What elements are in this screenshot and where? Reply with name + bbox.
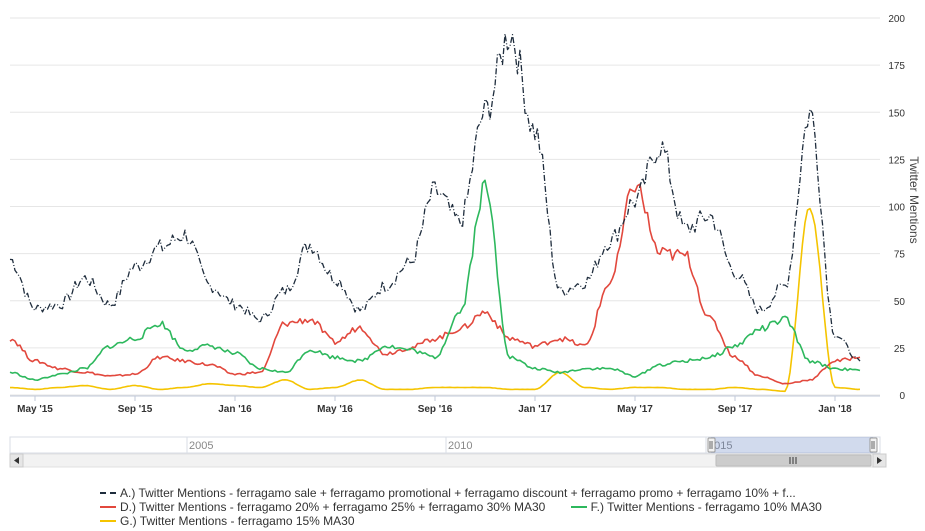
legend-swatch-a xyxy=(100,491,116,494)
y-tick-label: 50 xyxy=(894,297,906,308)
legend-label-f: F.) Twitter Mentions - ferragamo 10% MA3… xyxy=(590,500,822,514)
x-tick-label: Jan '16 xyxy=(218,404,252,415)
x-tick-label: Sep '15 xyxy=(118,404,153,415)
navigator-window[interactable] xyxy=(711,437,873,453)
series-line-a[interactable] xyxy=(9,33,861,362)
y-tick-label: 75 xyxy=(894,250,906,261)
y-tick-label: 175 xyxy=(888,61,905,72)
scrollbar[interactable] xyxy=(9,453,887,468)
y-axis: 0 25 50 75 100 125 150 175 200 xyxy=(888,14,905,402)
navigator-track xyxy=(9,436,881,454)
x-tick-label: Jan '18 xyxy=(818,404,852,415)
legend-item-g[interactable]: G.) Twitter Mentions - ferragamo 15% MA3… xyxy=(100,514,355,528)
legend-label-g: G.) Twitter Mentions - ferragamo 15% MA3… xyxy=(120,514,355,528)
y-tick-label: 200 xyxy=(888,14,905,25)
legend: A.) Twitter Mentions - ferragamo sale + … xyxy=(100,486,860,528)
series-line-f[interactable] xyxy=(9,179,861,382)
y-tick-label: 25 xyxy=(894,344,906,355)
navigator-label: 2010 xyxy=(448,440,472,452)
x-tick-label: May '17 xyxy=(617,404,653,415)
legend-label-d: D.) Twitter Mentions - ferragamo 20% + f… xyxy=(120,500,546,514)
legend-label-a: A.) Twitter Mentions - ferragamo sale + … xyxy=(120,486,796,500)
y-tick-label: 100 xyxy=(888,203,905,214)
y-tick-label: 0 xyxy=(899,391,905,402)
legend-swatch-d xyxy=(100,505,116,508)
x-tick-label: May '15 xyxy=(17,404,53,415)
y-axis-title: Twitter Mentions xyxy=(907,156,921,243)
y-tick-label: 125 xyxy=(888,155,905,166)
arrow-right-icon xyxy=(877,457,882,464)
legend-item-f[interactable]: F.) Twitter Mentions - ferragamo 10% MA3… xyxy=(570,500,822,514)
x-tick-label: Sep '16 xyxy=(418,404,453,415)
plot-area xyxy=(9,33,861,393)
legend-item-a[interactable]: A.) Twitter Mentions - ferragamo sale + … xyxy=(100,486,796,500)
x-tick-label: May '16 xyxy=(317,404,353,415)
x-tick-label: Jan '17 xyxy=(518,404,552,415)
y-tick-label: 150 xyxy=(888,108,905,119)
legend-swatch-g xyxy=(100,519,116,522)
x-axis: May '15 Sep '15 Jan '16 May '16 Sep '16 Jan '… xyxy=(17,396,852,415)
arrow-left-icon xyxy=(14,457,19,464)
legend-item-d[interactable]: D.) Twitter Mentions - ferragamo 20% + f… xyxy=(100,500,545,514)
navigator[interactable]: 200520102015 xyxy=(9,436,881,454)
legend-swatch-f xyxy=(570,505,587,508)
navigator-label: 2005 xyxy=(189,440,213,452)
series-line-g[interactable] xyxy=(10,207,861,393)
x-tick-label: Sep '17 xyxy=(718,404,753,415)
series-line-d[interactable] xyxy=(9,183,861,385)
grid xyxy=(10,17,880,396)
